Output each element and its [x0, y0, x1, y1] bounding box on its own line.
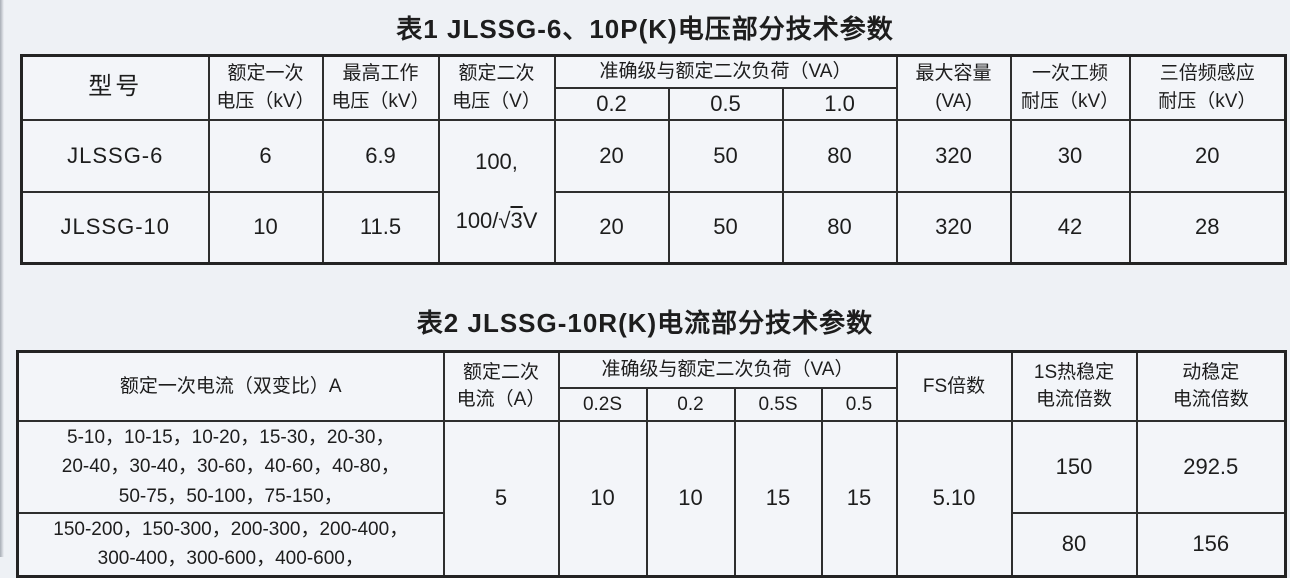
t1-cell-max-working: 11.5: [321, 191, 440, 265]
t1-header-rated-secondary-voltage: 额定二次 电压（V）: [437, 54, 556, 121]
t2-row-1: 5-10，10-15，10-20，15-30，20-30， 20-40，30-4…: [16, 420, 1287, 578]
t1-row-jlssg6: JLSSG-6 6 6.9 100, 100/√3V 20 50 80 320 …: [20, 118, 1287, 265]
secondary-voltage-value: 100, 100/√3V: [442, 147, 552, 236]
t1-header-rated-primary-voltage: 额定一次 电压（kV）: [207, 54, 324, 121]
t1-header-class-0_2: 0.2: [553, 86, 670, 121]
t1-header-class-0_5: 0.5: [667, 86, 784, 121]
t1-cell-secondary-voltage: 100, 100/√3V: [437, 118, 556, 265]
t1-header-max-working-voltage: 最高工作 电压（kV）: [321, 54, 440, 121]
t1-cell-rated-primary: 10: [207, 191, 324, 265]
t2-header-class-0_2s: 0.2S: [557, 387, 648, 423]
page-left-edge-shadow: [0, 0, 4, 557]
sv-line1: 100,: [475, 148, 518, 174]
t1-cell-burden02: 20: [553, 118, 670, 194]
t1-cell-burden05: 50: [667, 191, 784, 265]
t2-header-rated-primary-current: 额定一次电流（双变比）A: [16, 350, 445, 423]
t1-model-cell: JLSSG-6: [20, 118, 210, 194]
t1-cell-max-capacity: 320: [895, 191, 1012, 265]
t1-model-cell: JLSSG-10: [20, 191, 210, 265]
sv-suffix: V: [522, 207, 538, 233]
t2-cell-burden02: 10: [645, 420, 736, 578]
t1-header-model: 型号: [20, 54, 210, 121]
table1-title: 表1 JLSSG-6、10P(K)电压部分技术参数: [396, 14, 894, 44]
t1-header-accuracy-burden: 准确级与额定二次负荷（VA）: [553, 54, 898, 89]
t1-cell-max-capacity: 320: [895, 118, 1012, 194]
t2-cell-burden05s: 15: [733, 420, 823, 578]
t1-cell-burden02: 20: [553, 191, 670, 265]
t2-cell-burden05: 15: [820, 420, 898, 578]
t2-cell-thermal: 150: [1010, 420, 1138, 515]
t2-cell-primary-ranges: 150-200，150-300，200-300，200-400， 300-400…: [16, 512, 445, 578]
t2-header-dynamic-stability: 动稳定 电流倍数: [1135, 350, 1287, 423]
t1-cell-power-freq: 30: [1009, 118, 1131, 194]
t2-header-class-0_5s: 0.5S: [733, 387, 823, 423]
t1-header-triple-freq-withstand: 三倍频感应 耐压（kV）: [1128, 54, 1287, 121]
t1-row-jlssg10: JLSSG-10 10 11.5 20 50 80 320 42 28: [20, 191, 1287, 265]
t2-cell-secondary-current: 5: [442, 420, 560, 578]
voltage-parameters-table: 型号 额定一次 电压（kV） 最高工作 电压（kV） 额定二次 电压（V） 准确…: [20, 54, 1288, 265]
t1-cell-triple-freq: 28: [1128, 191, 1287, 265]
t2-header-class-0_5: 0.5: [820, 387, 898, 423]
t2-cell-burden02s: 10: [557, 420, 648, 578]
t1-cell-power-freq: 42: [1009, 191, 1131, 265]
t2-cell-thermal: 80: [1010, 512, 1138, 578]
t2-header-thermal-stability: 1S热稳定 电流倍数: [1010, 350, 1138, 423]
t1-cell-triple-freq: 20: [1128, 118, 1287, 194]
table2-title: 表2 JLSSG-10R(K)电流部分技术参数: [416, 307, 874, 338]
t1-cell-rated-primary: 6: [207, 118, 324, 194]
t1-cell-max-working: 6.9: [321, 118, 440, 194]
t2-cell-dynamic: 156: [1135, 512, 1287, 578]
t2-cell-dynamic: 292.5: [1135, 420, 1287, 515]
t2-cell-fs-factor: 5.10: [895, 420, 1013, 578]
t1-header-max-capacity: 最大容量 (VA): [895, 54, 1012, 121]
sv-radicand: 3: [510, 207, 523, 233]
t2-header-fs-factor: FS倍数: [895, 350, 1013, 423]
current-parameters-table: 额定一次电流（双变比）A 额定二次 电流（A） 准确级与额定二次负荷（VA） F…: [16, 349, 1287, 578]
t2-cell-primary-ranges: 5-10，10-15，10-20，15-30，20-30， 20-40，30-4…: [16, 420, 445, 515]
t1-header-class-1_0: 1.0: [781, 86, 898, 121]
t1-cell-burden05: 50: [667, 118, 784, 194]
sv-line2-prefix: 100/√: [455, 207, 511, 233]
t2-header-rated-secondary-current: 额定二次 电流（A）: [442, 350, 560, 423]
t2-header-accuracy-burden: 准确级与额定二次负荷（VA）: [557, 350, 898, 390]
t2-header-class-0_2: 0.2: [645, 387, 736, 423]
t1-cell-burden10: 80: [781, 118, 898, 194]
t1-header-power-freq-withstand: 一次工频 耐压（kV）: [1009, 54, 1131, 121]
t1-cell-burden10: 80: [781, 191, 898, 265]
